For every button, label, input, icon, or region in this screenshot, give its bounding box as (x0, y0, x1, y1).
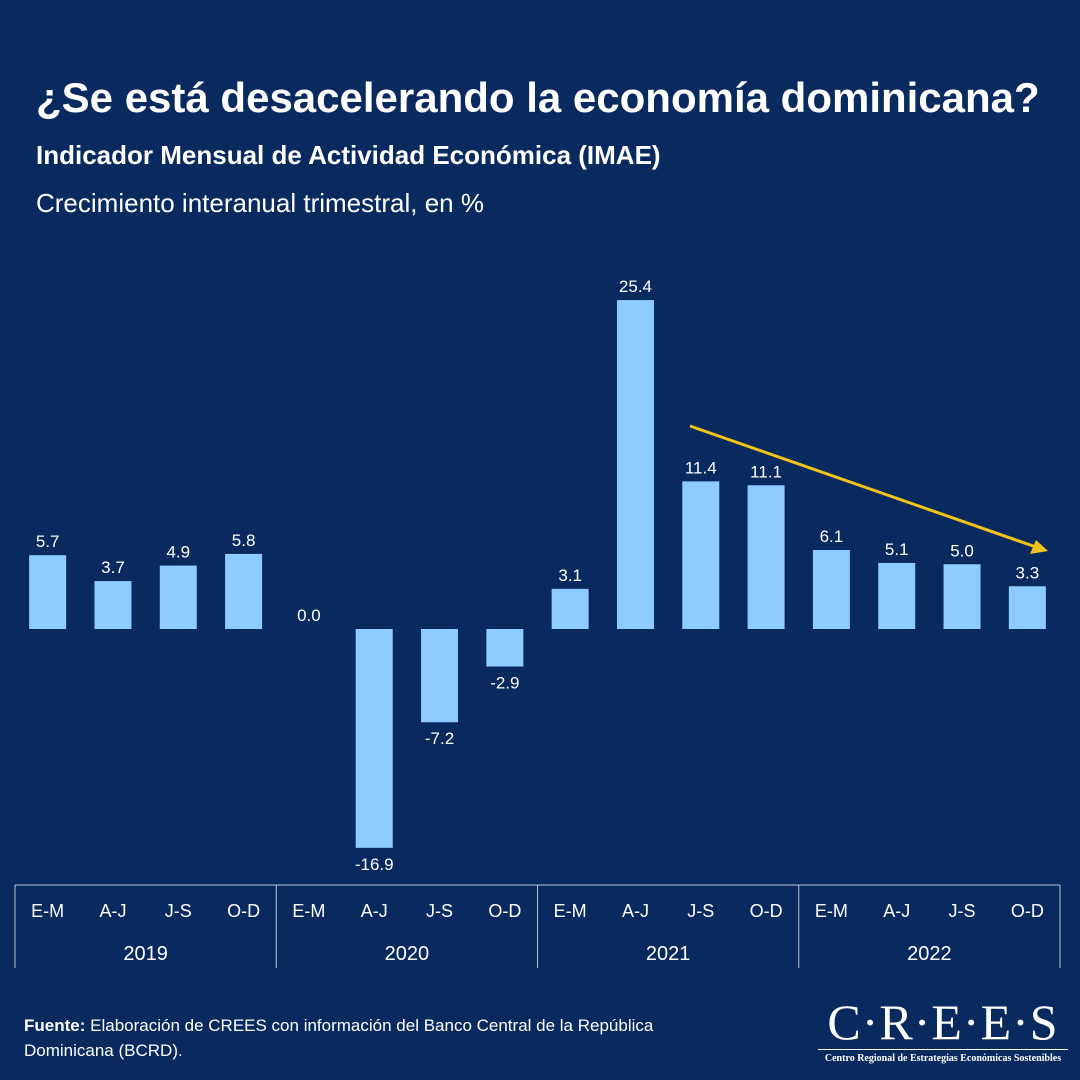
chart-title: ¿Se está desacelerando la economía domin… (36, 74, 1040, 121)
x-tick-label: A-J (622, 901, 649, 921)
bar (1008, 586, 1046, 629)
bar (878, 562, 916, 629)
value-label: 5.0 (950, 541, 974, 560)
value-label: 6.1 (820, 527, 844, 546)
value-label: 11.4 (685, 458, 717, 477)
group-label: 2019 (123, 943, 168, 965)
logo: C·R·E·E·S Centro Regional de Estrategias… (818, 995, 1068, 1064)
value-label: -16.9 (355, 855, 394, 874)
value-label: -7.2 (425, 729, 454, 748)
value-label: 4.9 (166, 543, 190, 562)
bar (747, 485, 785, 629)
bar (616, 300, 654, 629)
x-tick-label: J-S (687, 901, 714, 921)
footer-label: Fuente: (24, 1016, 86, 1035)
chart-subtitle: Indicador Mensual de Actividad Económica… (36, 140, 661, 170)
trend-arrow (689, 424, 1037, 549)
trend-arrowhead (1030, 540, 1048, 554)
x-tick-label: E-M (31, 901, 64, 921)
bar (551, 588, 589, 629)
bar (943, 564, 981, 629)
x-tick-label: E-M (815, 901, 848, 921)
x-tick-label: J-S (165, 901, 192, 921)
value-label: 5.8 (232, 531, 256, 550)
x-tick-label: O-D (488, 901, 521, 921)
value-label: 5.7 (36, 532, 60, 551)
bar (812, 550, 850, 629)
x-tick-label: A-J (883, 901, 910, 921)
value-label: -2.9 (490, 674, 519, 693)
bar (682, 481, 720, 629)
x-tick-label: O-D (750, 901, 783, 921)
footer-text: Elaboración de CREES con información del… (24, 1016, 654, 1060)
chart-description: Crecimiento interanual trimestral, en % (36, 188, 484, 218)
x-tick-label: J-S (426, 901, 453, 921)
value-label: 11.1 (750, 462, 782, 481)
footer: Fuente: Elaboración de CREES con informa… (24, 1013, 724, 1063)
group-label: 2021 (646, 943, 691, 965)
x-tick-label: J-S (949, 901, 976, 921)
x-tick-label: O-D (1011, 901, 1044, 921)
bar (421, 629, 459, 723)
x-tick-label: O-D (227, 901, 260, 921)
group-label: 2022 (907, 943, 952, 965)
value-label: 0.0 (297, 606, 321, 625)
bar (29, 555, 67, 629)
value-label: 3.1 (558, 566, 582, 585)
bar (94, 581, 132, 629)
value-label: 25.4 (619, 277, 652, 296)
value-label: 5.1 (885, 540, 909, 559)
bar (486, 629, 524, 667)
x-tick-label: E-M (292, 901, 325, 921)
logo-name: C·R·E·E·S (818, 995, 1068, 1050)
bar (225, 553, 263, 629)
x-tick-label: A-J (99, 901, 126, 921)
bar (355, 629, 393, 848)
logo-tagline: Centro Regional de Estrategias Económica… (824, 1053, 1062, 1064)
group-label: 2020 (385, 943, 430, 965)
x-tick-label: E-M (554, 901, 587, 921)
value-label: 3.7 (101, 558, 125, 577)
bar (159, 565, 197, 629)
x-tick-label: A-J (361, 901, 388, 921)
value-label: 3.3 (1016, 563, 1040, 582)
